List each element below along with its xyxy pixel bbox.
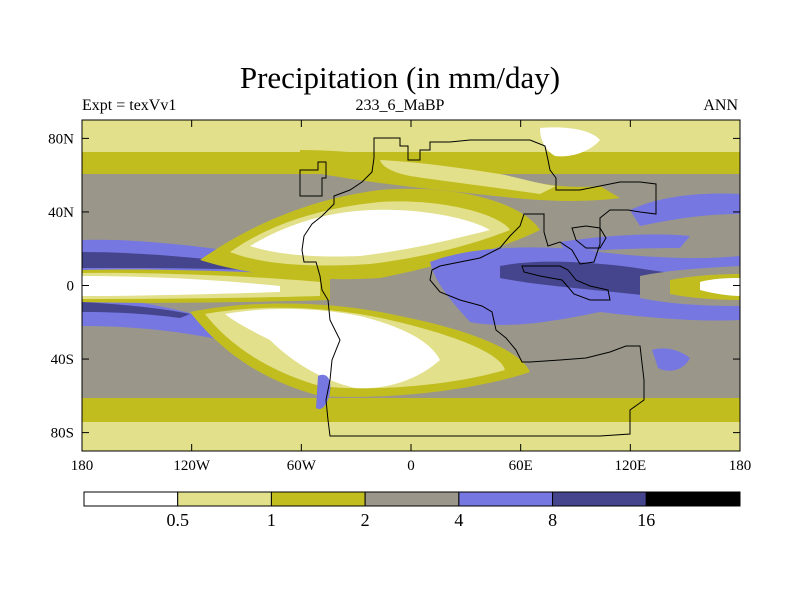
nmid-light — [380, 160, 556, 194]
colorbar-swatch — [552, 491, 647, 507]
colorbar-label: 2 — [361, 510, 370, 530]
chart-title: Precipitation (in mm/day) — [239, 60, 561, 95]
npac-dark — [82, 252, 250, 270]
spac-dark — [82, 302, 190, 318]
y-tick-label: 80N — [48, 131, 74, 147]
x-tick-label: 180 — [71, 458, 94, 474]
colorbar: 0.5 1 2 4 8 16 — [83, 491, 741, 530]
season-label: ANN — [703, 97, 738, 114]
x-axis: 180 120W 60W 0 60E 120E 180 — [71, 120, 752, 474]
sw-blue-patch — [316, 374, 331, 410]
y-tick-label: 0 — [67, 279, 75, 295]
east-white-wedge — [700, 278, 740, 296]
colorbar-swatch — [458, 491, 554, 507]
y-tick-label: 40S — [51, 352, 74, 368]
x-tick-label: 120E — [614, 458, 646, 474]
colorbar-label: 8 — [548, 510, 557, 530]
ssub-white — [225, 308, 440, 389]
colorbar-swatch — [270, 491, 366, 507]
colorbar-label: 0.5 — [166, 510, 189, 530]
x-tick-label: 60W — [287, 458, 317, 474]
colorbar-label: 16 — [637, 510, 655, 530]
northeast-island-outline — [571, 225, 607, 249]
colorbar-swatch — [645, 491, 741, 507]
y-axis: 80N 40N 0 40S 80S — [48, 131, 740, 442]
colorbar-label: 4 — [454, 510, 463, 530]
se-blue-patch — [652, 348, 690, 371]
x-tick-label: 0 — [407, 458, 415, 474]
x-tick-label: 120W — [173, 458, 211, 474]
y-tick-label: 40N — [48, 205, 74, 221]
nsub-white — [250, 209, 490, 257]
time-label: 233_6_MaBP — [355, 97, 445, 114]
y-tick-label: 80S — [51, 426, 74, 442]
ne-blue-streak — [630, 193, 740, 226]
x-tick-label: 60E — [509, 458, 533, 474]
north-white-patch — [540, 127, 600, 157]
colorbar-swatch — [364, 491, 460, 507]
main-continent-outline — [301, 137, 657, 437]
interior-island-outline — [521, 265, 611, 301]
x-tick-label: 180 — [729, 458, 752, 474]
eq-white-west — [82, 276, 280, 296]
colorbar-swatch — [177, 491, 272, 507]
colorbar-label: 1 — [267, 510, 276, 530]
colorbar-swatch — [83, 491, 179, 507]
coast-northwest-islands — [299, 161, 327, 197]
experiment-label: Expt = texVv1 — [82, 97, 177, 114]
